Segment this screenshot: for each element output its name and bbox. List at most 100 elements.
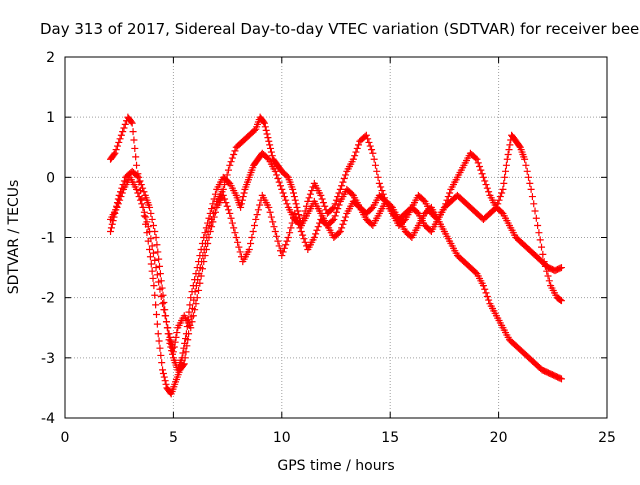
- data-point-marker: [140, 208, 148, 216]
- data-point-marker: [267, 144, 275, 152]
- data-point-marker: [295, 220, 303, 228]
- data-point-marker: [498, 189, 506, 197]
- data-point-marker: [485, 296, 493, 304]
- data-point-marker: [292, 213, 300, 221]
- data-point-marker: [557, 264, 565, 272]
- data-point-marker: [261, 123, 269, 131]
- data-point-marker: [136, 177, 144, 185]
- data-point-marker: [159, 369, 167, 377]
- data-point-marker: [149, 274, 157, 282]
- data-point-marker: [228, 154, 236, 162]
- data-point-marker: [387, 202, 395, 210]
- data-point-marker: [557, 296, 565, 304]
- data-point-marker: [166, 333, 174, 341]
- data-point-marker: [239, 193, 247, 201]
- y-tick-label: 0: [46, 170, 55, 186]
- data-point-marker: [196, 279, 204, 287]
- data-point-marker: [338, 224, 346, 232]
- data-point-marker: [284, 234, 292, 241]
- data-point-marker: [374, 173, 382, 181]
- y-tick-label: -1: [41, 231, 55, 247]
- data-point-marker: [160, 306, 168, 314]
- data-point-marker: [131, 144, 139, 152]
- data-point-marker: [224, 178, 232, 186]
- data-point-marker: [201, 252, 209, 260]
- data-point-marker: [262, 126, 270, 134]
- data-point-marker: [264, 134, 272, 142]
- data-point-marker: [223, 171, 231, 179]
- data-point-marker: [235, 243, 243, 251]
- data-point-marker: [283, 237, 291, 245]
- data-point-marker: [182, 330, 190, 338]
- data-point-marker: [472, 154, 480, 162]
- data-point-marker: [162, 318, 170, 326]
- data-point-marker: [193, 294, 201, 302]
- data-point-marker: [202, 224, 210, 232]
- data-point-marker: [153, 271, 161, 279]
- data-point-marker: [314, 223, 322, 231]
- data-point-marker: [147, 235, 155, 243]
- data-point-marker: [206, 209, 214, 217]
- data-point-marker: [170, 343, 178, 351]
- data-point-marker: [353, 144, 361, 152]
- data-point-marker: [502, 167, 510, 175]
- data-point-marker: [377, 183, 385, 191]
- data-point-marker: [155, 337, 163, 345]
- data-point-marker: [340, 175, 348, 183]
- data-point-marker: [209, 218, 217, 226]
- data-point-marker: [248, 234, 256, 241]
- data-point-marker: [279, 248, 287, 256]
- data-point-marker: [348, 190, 356, 198]
- data-point-marker: [247, 240, 255, 248]
- data-point-marker: [159, 291, 167, 299]
- data-point-marker: [146, 203, 154, 211]
- data-point-marker: [535, 229, 543, 237]
- data-point-marker: [481, 285, 489, 293]
- data-point-marker: [197, 272, 205, 280]
- data-point-marker: [282, 196, 290, 204]
- data-point-marker: [158, 359, 166, 367]
- series-trace-a: [107, 113, 565, 398]
- data-point-marker: [132, 153, 140, 161]
- data-series-group: [107, 113, 565, 398]
- data-point-marker: [336, 185, 344, 193]
- y-tick-label: -3: [41, 351, 55, 367]
- data-point-marker: [113, 142, 121, 150]
- data-point-marker: [189, 282, 197, 290]
- data-point-marker: [144, 223, 152, 231]
- data-point-marker: [204, 219, 212, 227]
- data-point-marker: [366, 142, 374, 150]
- data-point-marker: [280, 244, 288, 252]
- y-tick-label: 1: [46, 110, 55, 126]
- data-point-marker: [273, 232, 281, 240]
- data-point-marker: [154, 248, 162, 256]
- data-point-marker: [504, 150, 512, 158]
- data-point-marker: [340, 217, 348, 225]
- data-point-marker: [297, 227, 305, 235]
- data-point-marker: [536, 236, 544, 244]
- data-point-marker: [304, 197, 312, 205]
- y-tick-label: -4: [41, 411, 55, 427]
- data-point-marker: [165, 330, 173, 338]
- data-point-marker: [161, 377, 169, 385]
- data-point-marker: [373, 167, 381, 175]
- data-point-marker: [208, 205, 216, 213]
- data-point-marker: [191, 276, 199, 284]
- data-point-marker: [280, 193, 288, 201]
- data-point-marker: [291, 196, 299, 204]
- data-point-marker: [228, 219, 236, 227]
- data-point-marker: [155, 255, 163, 263]
- data-point-marker: [299, 231, 307, 239]
- data-point-marker: [108, 220, 116, 228]
- x-tick-label: 15: [381, 430, 399, 446]
- data-point-marker: [301, 238, 309, 246]
- data-point-marker: [495, 196, 503, 204]
- data-point-marker: [351, 152, 359, 160]
- data-point-marker: [232, 234, 240, 241]
- data-point-marker: [153, 241, 161, 249]
- x-axis-label: GPS time / hours: [277, 458, 394, 474]
- data-point-marker: [154, 330, 162, 338]
- data-point-marker: [310, 234, 318, 241]
- data-point-marker: [515, 142, 523, 150]
